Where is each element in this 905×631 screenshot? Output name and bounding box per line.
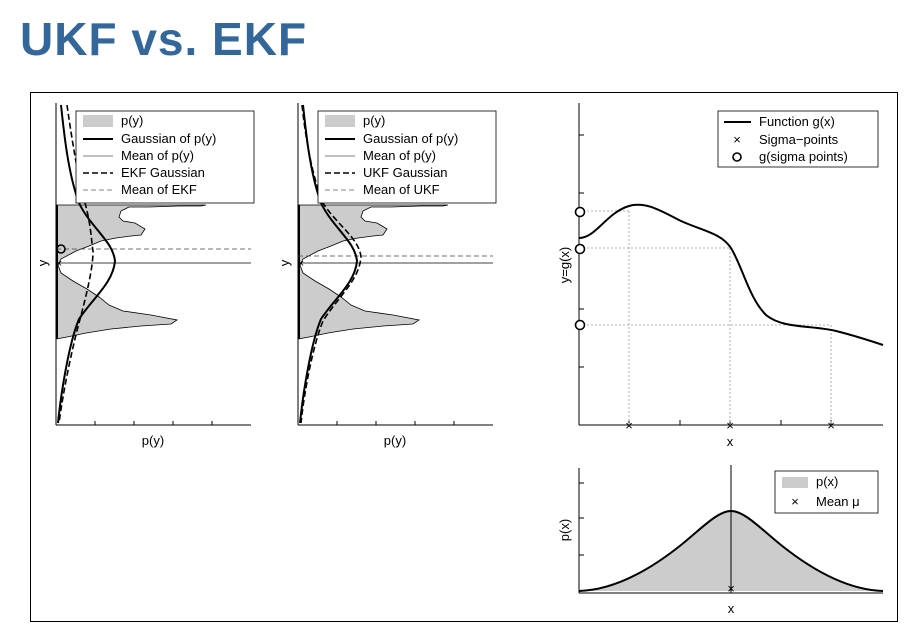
ukf-ylabel: y bbox=[277, 259, 292, 266]
prior-legend-entry: Mean μ bbox=[816, 494, 860, 509]
panel-prior: × x p(x) p(x) × Mean μ bbox=[557, 465, 884, 616]
ekf-legend: p(y) Gaussian of p(y) Mean of p(y) EKF G… bbox=[75, 110, 255, 204]
transform-g-sigma-marker bbox=[574, 206, 586, 218]
transform-legend-entry: g(sigma points) bbox=[759, 149, 848, 164]
ekf-legend-entry: Gaussian of p(y) bbox=[121, 131, 216, 146]
prior-legend-entry: p(x) bbox=[816, 474, 838, 489]
transform-g-sigma-marker bbox=[574, 319, 586, 331]
prior-legend: p(x) × Mean μ bbox=[774, 470, 879, 514]
prior-legend-swatch-fill bbox=[782, 477, 808, 488]
transform-legend-swatch-circle bbox=[732, 152, 742, 162]
ekf-legend-swatch-fill bbox=[83, 115, 113, 127]
ukf-xlabel: p(y) bbox=[384, 433, 406, 448]
ukf-legend-entry: Gaussian of p(y) bbox=[363, 131, 458, 146]
ukf-legend: p(y) Gaussian of p(y) Mean of p(y) UKF G… bbox=[317, 110, 497, 204]
figure-frame: × p(y) y p(y) Gaussian of p(y) Mean of p… bbox=[30, 92, 898, 622]
prior-ylabel: p(x) bbox=[557, 519, 572, 541]
ukf-legend-swatch-fill bbox=[325, 115, 355, 127]
ekf-xlabel: p(y) bbox=[142, 433, 164, 448]
transform-guides bbox=[579, 210, 832, 425]
ekf-hatch bbox=[56, 205, 58, 339]
slide-title: UKF vs. EKF bbox=[20, 13, 308, 65]
ekf-x-marker: × bbox=[56, 258, 62, 270]
ekf-legend-entry: p(y) bbox=[121, 113, 143, 128]
prior-legend-swatch-cross: × bbox=[791, 494, 799, 509]
transform-sigma-marker: × bbox=[827, 418, 835, 433]
panel-transform: × × × x y=g(x) Function g(x) × Sigma−poi… bbox=[557, 103, 884, 449]
ukf-legend-entry: p(y) bbox=[363, 113, 385, 128]
transform-g-sigma-marker bbox=[574, 243, 586, 255]
prior-mean-marker: × bbox=[727, 581, 735, 596]
transform-ylabel: y=g(x) bbox=[557, 247, 572, 283]
transform-g-curve bbox=[578, 203, 884, 346]
ekf-py-fill bbox=[55, 204, 207, 340]
transform-sigma-marker: × bbox=[625, 418, 633, 433]
panel-ukf: × p(y) y p(y) Gaussian of p(y) Mean of p… bbox=[277, 103, 497, 448]
ekf-legend-entry: EKF Gaussian bbox=[121, 165, 205, 180]
ekf-legend-entry: Mean of EKF bbox=[121, 182, 197, 197]
ekf-legend-entry: Mean of p(y) bbox=[121, 148, 194, 163]
ekf-ylabel: y bbox=[35, 259, 50, 266]
transform-sigma-marker: × bbox=[726, 418, 734, 433]
transform-legend: Function g(x) × Sigma−points g(sigma poi… bbox=[717, 110, 879, 168]
ukf-legend-entry: Mean of p(y) bbox=[363, 148, 436, 163]
transform-legend-box bbox=[717, 110, 879, 168]
ukf-hatch bbox=[298, 205, 300, 339]
transform-legend-swatch-cross: × bbox=[733, 132, 741, 147]
ekf-g-mean-marker bbox=[56, 244, 66, 254]
ukf-legend-entry: UKF Gaussian bbox=[363, 165, 448, 180]
transform-legend-entry: Sigma−points bbox=[759, 132, 839, 147]
prior-xlabel: x bbox=[728, 601, 735, 616]
panel-ekf: × p(y) y p(y) Gaussian of p(y) Mean of p… bbox=[35, 103, 255, 448]
ekf-gaussian-curve bbox=[57, 104, 117, 424]
transform-legend-entry: Function g(x) bbox=[759, 114, 835, 129]
ukf-legend-entry: Mean of UKF bbox=[363, 182, 440, 197]
ukf-py-fill bbox=[297, 204, 449, 340]
ukf-ukf-gaussian-curve bbox=[300, 104, 362, 424]
figure-svg: × p(y) y p(y) Gaussian of p(y) Mean of p… bbox=[35, 103, 884, 616]
transform-xlabel: x bbox=[727, 434, 734, 449]
ukf-x-marker: × bbox=[298, 258, 304, 270]
